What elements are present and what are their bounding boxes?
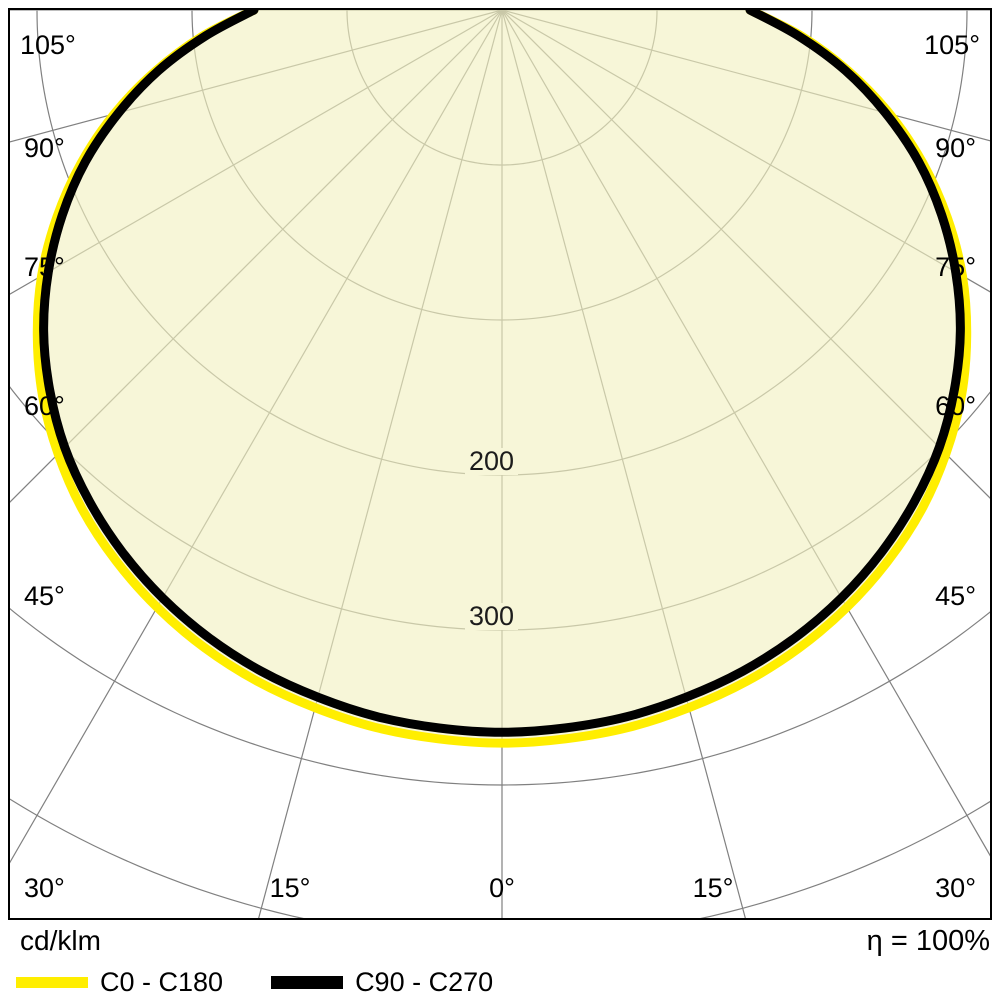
efficiency-label: η = 100% [866, 925, 990, 957]
inner-grid-spoke--30 [37, 10, 503, 744]
inner-grid-spoke-75 [501, 10, 967, 309]
legend-label-c90-c270: C90 - C270 [355, 967, 494, 997]
curve-c90-c270 [39, 10, 965, 737]
plot-frame: 105° 90° 75° 60° 45° 30° 105° 90° 75° 60… [8, 8, 992, 920]
angle-label-left-105: 105° [20, 30, 76, 60]
angle-label-bottom-15-left: 15° [269, 873, 311, 903]
angle-label-left-45: 45° [24, 581, 65, 611]
angle-label-right-45: 45° [935, 581, 976, 611]
angle-label-right-60: 60° [935, 391, 976, 421]
angle-label-right-30: 30° [935, 873, 976, 903]
angle-label-left-90: 90° [24, 133, 65, 163]
chart-legend: C0 - C180 C90 - C270 [16, 969, 493, 996]
inner-grid-spoke--15 [203, 10, 503, 744]
angle-label-right-75: 75° [935, 252, 976, 282]
legend-item-c90-c270: C90 - C270 [271, 969, 493, 996]
legend-label-c0-c180: C0 - C180 [100, 967, 224, 997]
inner-grid-spoke-60 [501, 10, 967, 586]
legend-swatch-c90-c270-icon [271, 976, 344, 989]
angle-label-bottom-15-right: 15° [692, 873, 734, 903]
distribution-curves [32, 10, 972, 748]
polar-plot-svg [10, 10, 990, 918]
inner-grid [37, 10, 967, 744]
inner-grid-spoke--75 [37, 10, 503, 309]
inner-grid-spoke--60 [37, 10, 503, 586]
radial-label-300: 300 [465, 603, 519, 630]
angle-label-bottom-0: 0° [489, 873, 515, 903]
curve-c0-c180 [32, 10, 972, 748]
unit-label: cd/klm [20, 925, 101, 956]
angle-label-left-75: 75° [24, 252, 65, 282]
inner-grid-spoke--45 [37, 10, 503, 744]
angle-label-right-90: 90° [935, 133, 976, 163]
angle-label-left-30: 30° [24, 873, 65, 903]
inner-grid-spoke-30 [501, 10, 967, 744]
angle-label-left-60: 60° [24, 391, 65, 421]
chart-footer: cd/klm η = 100% C0 - C180 C90 - C270 [8, 925, 992, 997]
legend-item-c0-c180: C0 - C180 [16, 969, 223, 996]
inner-grid-spoke-15 [501, 10, 801, 744]
inner-grid-spoke-45 [501, 10, 967, 744]
angle-label-right-105: 105° [924, 30, 980, 60]
radial-label-200: 200 [465, 448, 519, 475]
legend-swatch-c0-c180-icon [16, 977, 88, 988]
